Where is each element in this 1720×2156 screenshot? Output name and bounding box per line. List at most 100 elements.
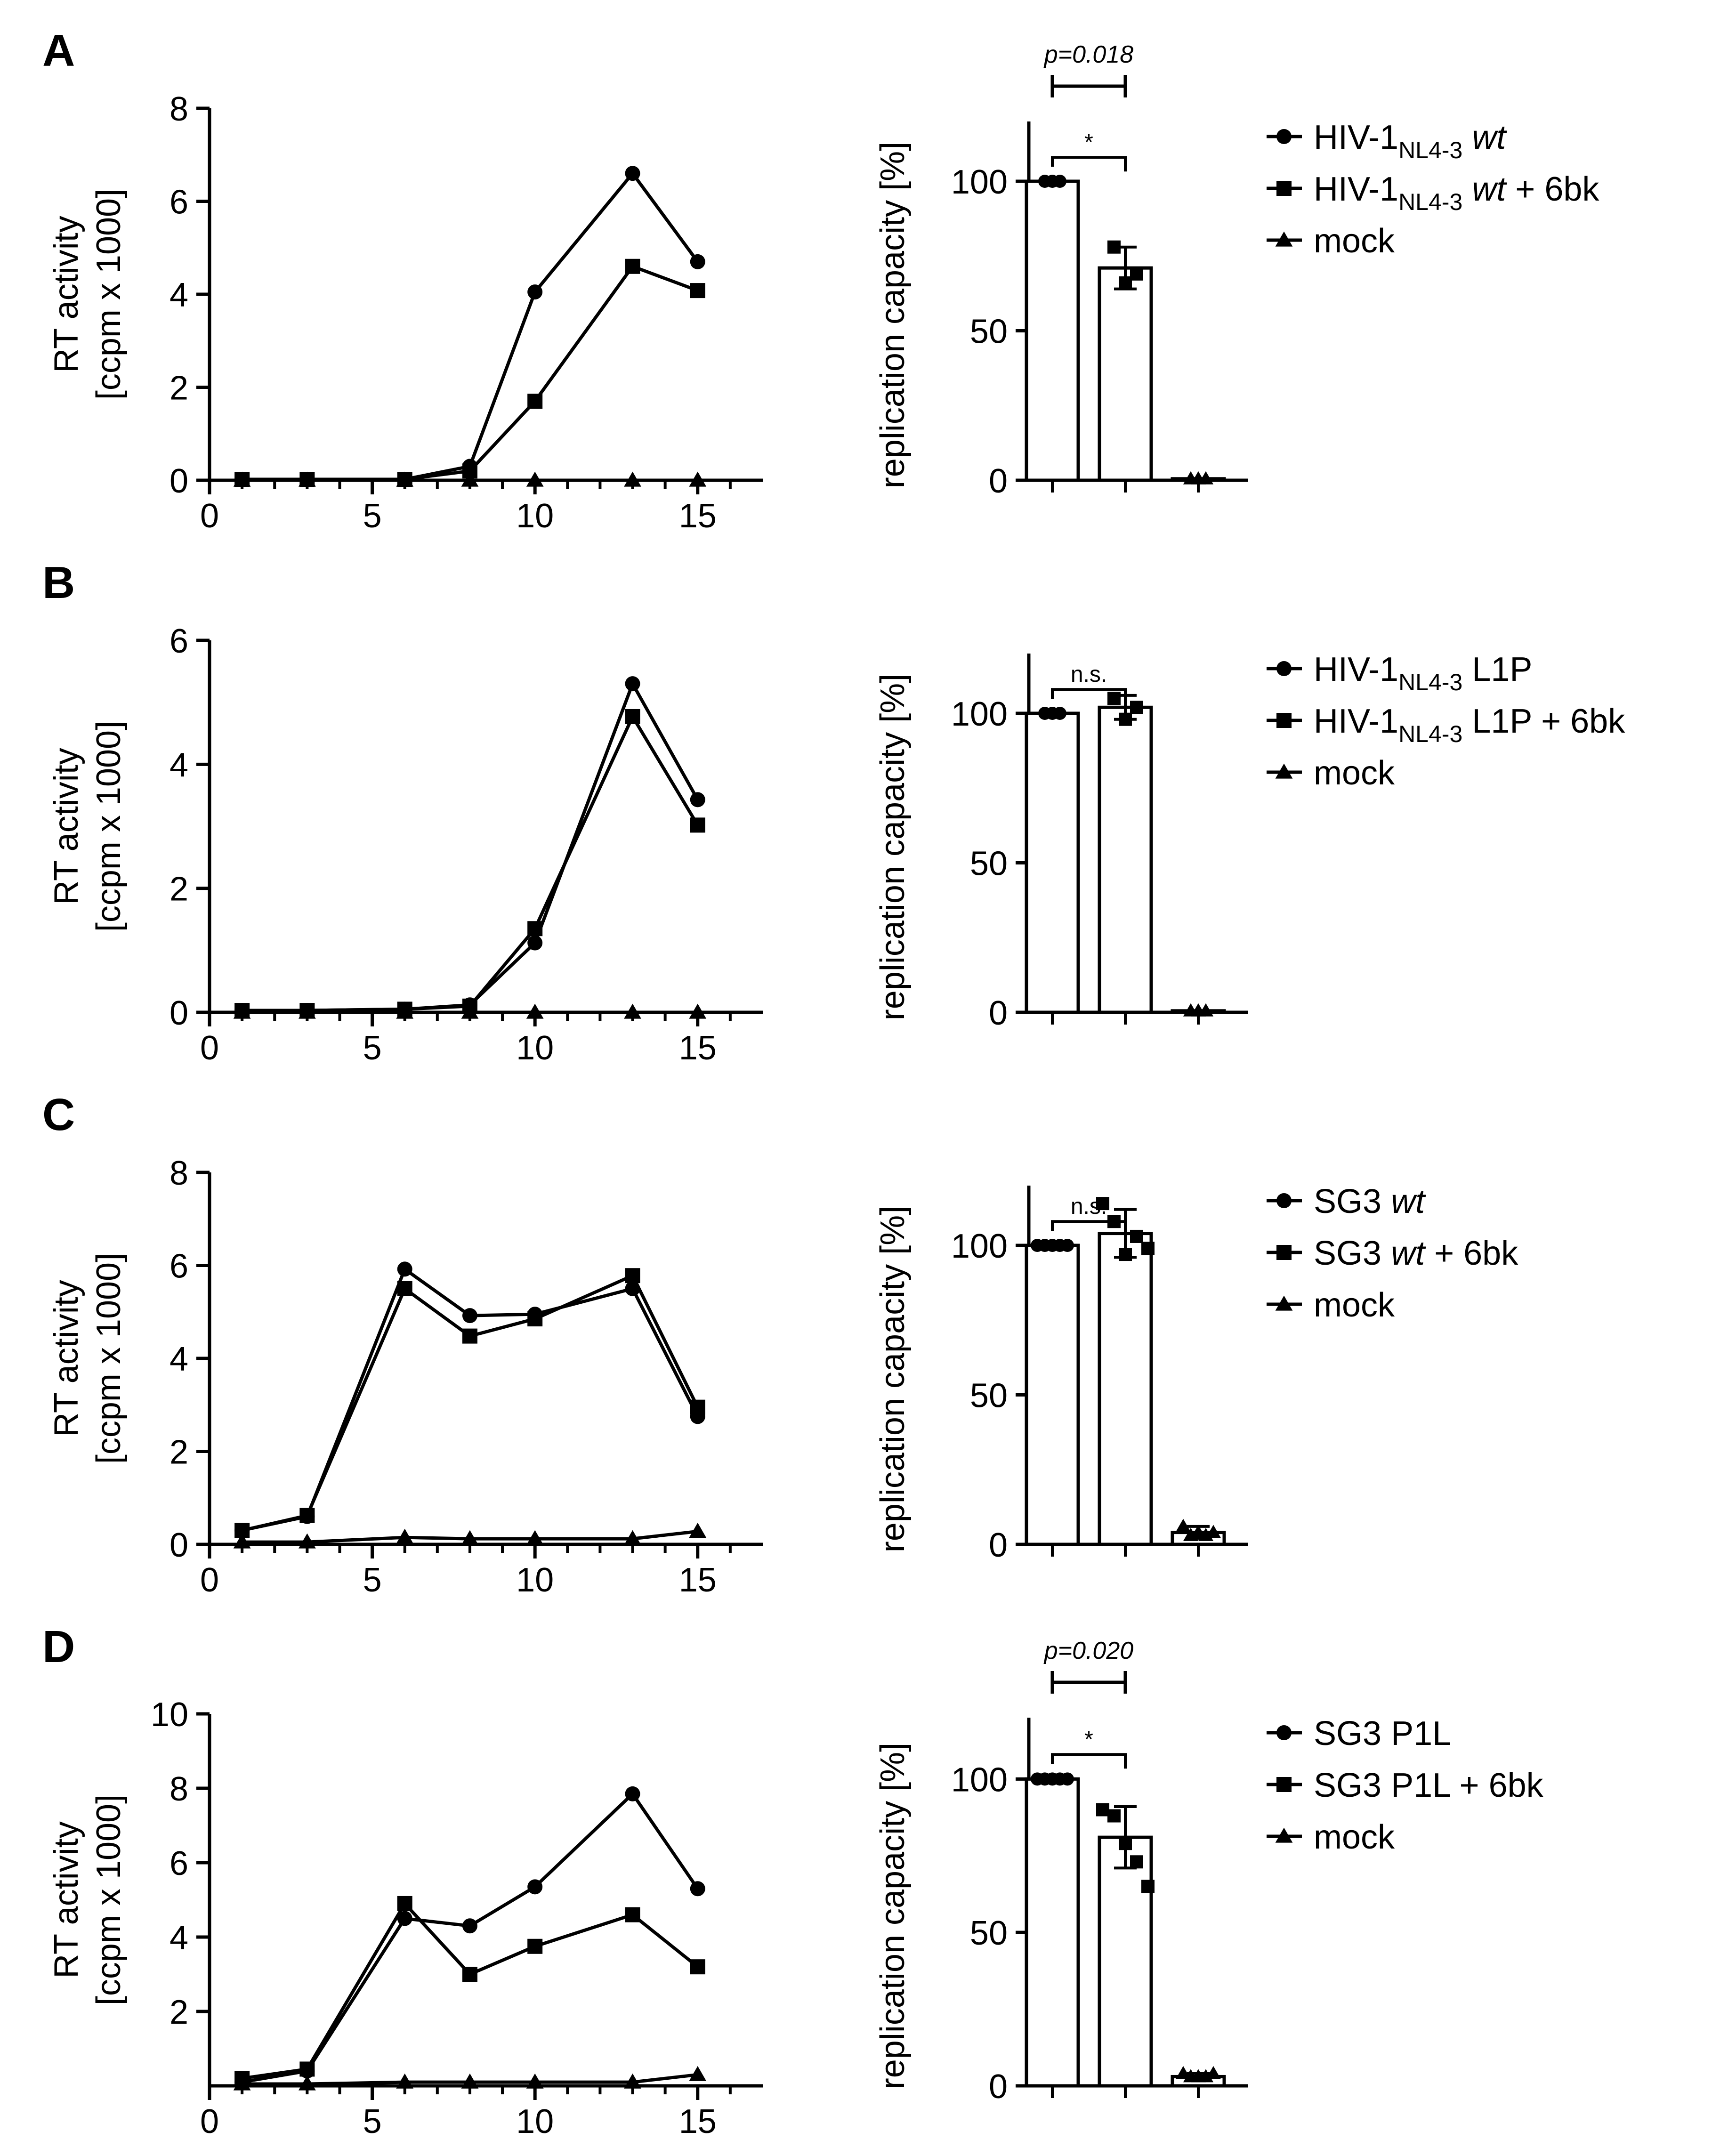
data-point bbox=[624, 2073, 641, 2089]
y-tick-label: 100 bbox=[951, 163, 1008, 201]
y-tick-label: 0 bbox=[989, 462, 1008, 500]
legend-label-main: SG3 bbox=[1314, 1235, 1391, 1272]
series-triangle bbox=[233, 471, 707, 487]
y-tick-label: 0 bbox=[989, 2068, 1008, 2106]
legend-item: mock bbox=[1267, 222, 1395, 260]
data-point bbox=[397, 1911, 412, 1926]
bar-data-point bbox=[1175, 1518, 1191, 1532]
line-chart: 0 2 4 6 8 0 5 10 15 RT activity [ccpm x 1000] bbox=[48, 90, 763, 535]
series-line bbox=[242, 682, 699, 1012]
legend-label-main: HIV-1 bbox=[1314, 703, 1398, 740]
y-tick-label: 2 bbox=[170, 1994, 188, 2031]
data-point bbox=[689, 1522, 707, 1538]
y-tick-label: 4 bbox=[170, 1919, 188, 1957]
data-point bbox=[462, 1967, 477, 1982]
x-tick-label: 5 bbox=[363, 497, 382, 535]
legend-label-subscript: NL4-3 bbox=[1398, 721, 1462, 747]
legend-item: mock bbox=[1267, 1286, 1395, 1324]
y-tick-label: 0 bbox=[170, 994, 188, 1032]
y-axis-label: RT activity bbox=[48, 748, 85, 904]
y-tick-label: 6 bbox=[170, 1845, 188, 1882]
legend-label-tail: + 6bk bbox=[1425, 1235, 1518, 1272]
bar-chart: 0 50 100 replication capacity [%] n.s. bbox=[874, 1186, 1248, 1564]
data-point bbox=[298, 2075, 316, 2091]
y-axis-label: RT activity bbox=[48, 1280, 85, 1437]
data-point bbox=[527, 1879, 543, 1895]
bar-data-point bbox=[1107, 240, 1121, 254]
line-chart: 0 2 4 6 8 0 5 10 15 RT activity [ccpm x 1000] bbox=[48, 1155, 763, 1599]
data-point bbox=[625, 709, 640, 724]
significance-label: n.s. bbox=[1071, 1194, 1107, 1219]
y-axis-label-units: [ccpm x 1000] bbox=[90, 189, 128, 400]
legend-label: HIV-1NL4-3 L1P bbox=[1314, 651, 1532, 695]
legend-marker bbox=[1276, 129, 1292, 144]
series-square bbox=[234, 1268, 705, 1538]
legend-label-rest: L1P bbox=[1462, 651, 1532, 688]
y-tick-label: 50 bbox=[970, 313, 1008, 351]
significance-label: * bbox=[1084, 1727, 1093, 1752]
x-tick-label: 10 bbox=[516, 1029, 554, 1067]
legend-label-italic: wt bbox=[1472, 170, 1507, 208]
legend-marker bbox=[1276, 1193, 1292, 1208]
data-point bbox=[233, 471, 251, 487]
y-axis-label: replication capacity [%] bbox=[874, 142, 912, 488]
data-point bbox=[299, 1508, 315, 1523]
series-circle bbox=[234, 166, 705, 487]
bar-data-point bbox=[1141, 1242, 1155, 1255]
bar bbox=[1025, 179, 1080, 482]
p-value-label: p=0.018 bbox=[1043, 41, 1133, 68]
data-point bbox=[299, 2061, 315, 2077]
legend-item: HIV-1NL4-3 wt bbox=[1267, 119, 1507, 163]
legend-label-rest bbox=[1462, 119, 1472, 156]
legend-marker bbox=[1276, 181, 1292, 196]
data-point bbox=[690, 1399, 705, 1415]
legend-label-main: mock bbox=[1314, 1286, 1395, 1324]
data-point bbox=[526, 1530, 544, 1545]
data-point bbox=[526, 471, 544, 487]
data-point bbox=[624, 1530, 641, 1545]
data-point bbox=[625, 676, 640, 692]
y-tick-label: 2 bbox=[170, 1434, 188, 1471]
legend-item: SG3 wt + 6bk bbox=[1267, 1235, 1518, 1272]
series-square bbox=[234, 709, 705, 1018]
legend-label: HIV-1NL4-3 L1P + 6bk bbox=[1314, 703, 1625, 747]
legend-label: mock bbox=[1314, 1818, 1395, 1856]
legend-label: SG3 wt bbox=[1314, 1183, 1426, 1220]
y-tick-label: 2 bbox=[170, 370, 188, 407]
y-tick-label: 6 bbox=[170, 622, 188, 660]
legend-marker bbox=[1275, 1827, 1293, 1843]
bar-chart: 0 50 100 replication capacity [%] * p=0.020 bbox=[874, 1637, 1248, 2106]
x-tick-label: 0 bbox=[200, 1029, 219, 1067]
bar bbox=[1098, 1232, 1153, 1546]
y-tick-label: 50 bbox=[970, 845, 1008, 883]
x-tick-label: 15 bbox=[679, 1561, 717, 1599]
legend: SG3 P1L SG3 P1L + 6bk mock bbox=[1267, 1715, 1544, 1856]
bar bbox=[1098, 705, 1153, 1014]
legend-label: mock bbox=[1314, 754, 1395, 792]
data-point bbox=[298, 471, 316, 487]
legend-label-subscript: NL4-3 bbox=[1398, 189, 1462, 215]
legend-label-rest bbox=[1462, 170, 1472, 208]
legend-label-main: HIV-1 bbox=[1314, 170, 1398, 208]
data-point bbox=[625, 166, 640, 181]
bar-data-point bbox=[1119, 1248, 1132, 1261]
y-tick-label: 50 bbox=[970, 1377, 1008, 1415]
bar-data-point bbox=[1107, 1809, 1121, 1823]
legend-label-main: mock bbox=[1314, 754, 1395, 792]
legend-label: SG3 wt + 6bk bbox=[1314, 1235, 1518, 1272]
legend-label-main: HIV-1 bbox=[1314, 119, 1398, 156]
data-point bbox=[462, 1918, 477, 1934]
data-point bbox=[690, 1959, 705, 1975]
bar bbox=[1098, 266, 1153, 482]
data-point bbox=[690, 792, 705, 807]
p-value-label: p=0.020 bbox=[1043, 1637, 1133, 1664]
y-axis-label: replication capacity [%] bbox=[874, 1206, 912, 1552]
x-tick-label: 10 bbox=[516, 2103, 554, 2140]
data-point bbox=[624, 471, 641, 487]
legend-item: HIV-1NL4-3 wt + 6bk bbox=[1267, 170, 1599, 215]
y-tick-label: 0 bbox=[170, 1526, 188, 1564]
y-tick-label: 8 bbox=[170, 1155, 188, 1192]
legend-marker bbox=[1276, 713, 1292, 728]
